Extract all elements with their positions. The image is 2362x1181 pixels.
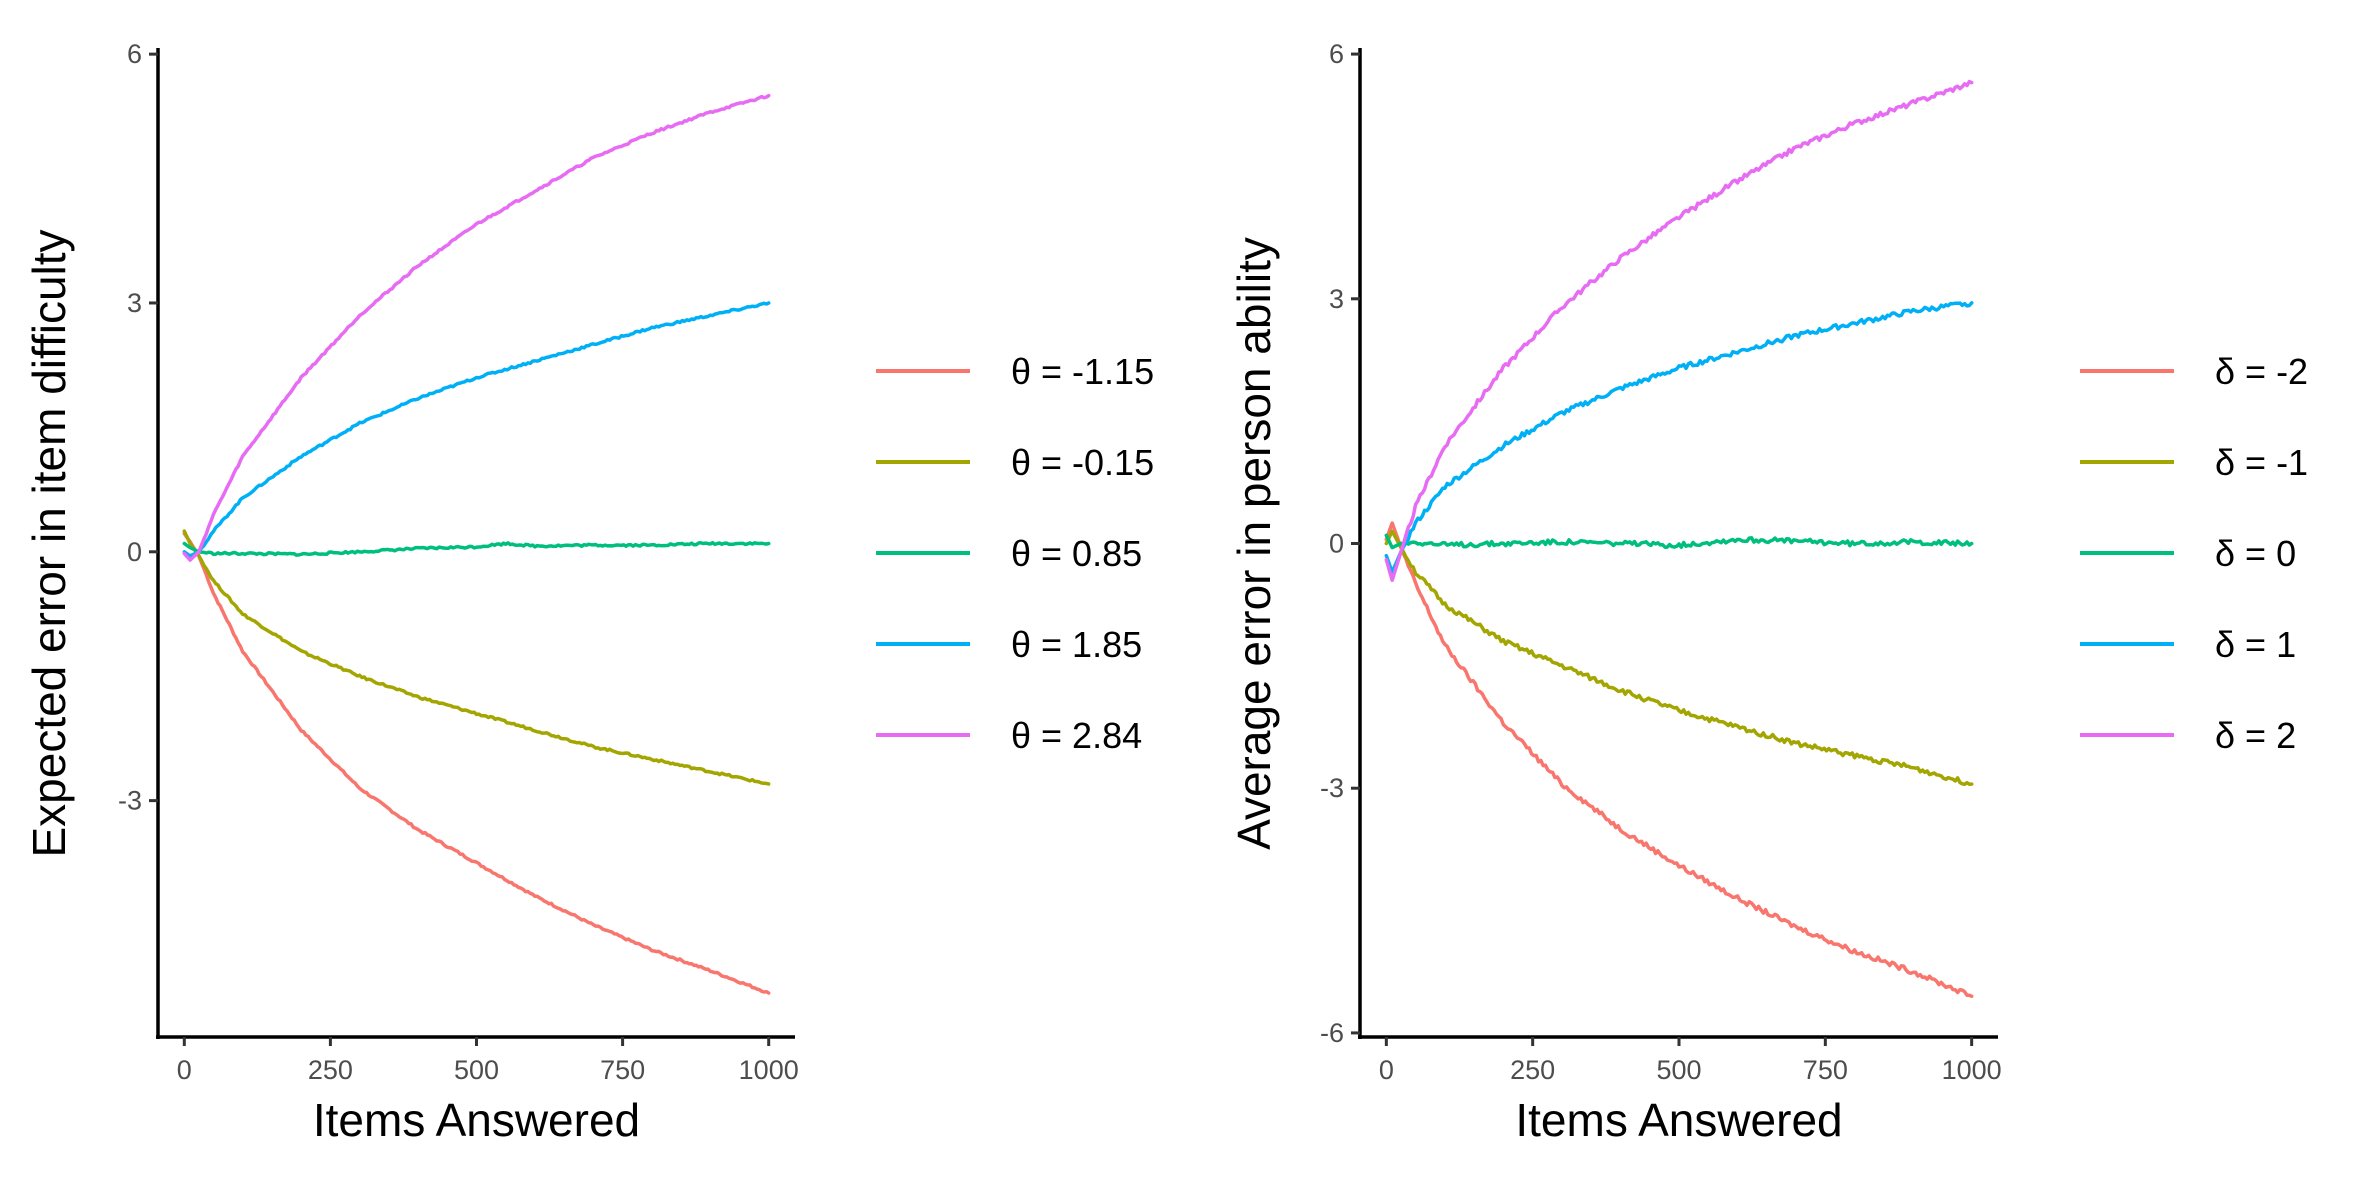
legend-item: θ = -1.15 bbox=[876, 351, 1154, 392]
legend-label: δ = -1 bbox=[2215, 442, 2308, 483]
x-tick-label: 750 bbox=[600, 1055, 645, 1085]
legend-label: δ = 2 bbox=[2215, 715, 2296, 756]
x-tick-label: 750 bbox=[1803, 1055, 1848, 1085]
x-tick-label: 0 bbox=[177, 1055, 192, 1085]
series-line-3 bbox=[1384, 533, 1974, 550]
legend-label: θ = 1.85 bbox=[1011, 624, 1142, 665]
legend-item: δ = 0 bbox=[2080, 533, 2296, 574]
right-chart-panel: -6 -3 0 3 6 0 250 500 750 1000 Items Answered Avera… bbox=[1228, 39, 2308, 1146]
legend-label: θ = 0.85 bbox=[1011, 533, 1142, 574]
series-line-5 bbox=[1384, 79, 1974, 582]
series-line-2 bbox=[1384, 529, 1974, 787]
y-tick-label: 3 bbox=[127, 288, 142, 318]
y-tick-label: 3 bbox=[1329, 284, 1344, 314]
legend-label: θ = -1.15 bbox=[1011, 351, 1154, 392]
legend-item: δ = -1 bbox=[2080, 442, 2308, 483]
legend: θ = -1.15 θ = -0.15 θ = 0.85 θ = 1.85 θ = 2.… bbox=[876, 351, 1154, 756]
x-tick-label: 1000 bbox=[739, 1055, 799, 1085]
left-chart-panel: -3 0 3 6 0 250 500 750 1000 Items Answered Expecte… bbox=[23, 39, 1154, 1146]
series-line-5 bbox=[182, 93, 771, 562]
y-tick-label: -6 bbox=[1320, 1018, 1344, 1048]
x-tick-label: 0 bbox=[1379, 1055, 1394, 1085]
y-tick-label: 0 bbox=[127, 537, 142, 567]
x-tick-label: 250 bbox=[1510, 1055, 1555, 1085]
x-tick-label: 500 bbox=[1656, 1055, 1701, 1085]
legend-label: δ = -2 bbox=[2215, 351, 2308, 392]
series-line-4 bbox=[1384, 301, 1974, 574]
legend-item: δ = -2 bbox=[2080, 351, 2308, 392]
y-axis-title: Average error in person ability bbox=[1228, 237, 1280, 850]
x-axis-title: Items Answered bbox=[313, 1094, 640, 1146]
legend-item: θ = -0.15 bbox=[876, 442, 1154, 483]
legend-item: θ = 1.85 bbox=[876, 624, 1142, 665]
series-line-2 bbox=[182, 529, 771, 786]
series-line-3 bbox=[182, 540, 771, 557]
series-line-4 bbox=[182, 301, 771, 558]
y-tick-label: 6 bbox=[127, 39, 142, 69]
x-tick-label: 1000 bbox=[1942, 1055, 2002, 1085]
y-tick-label: 6 bbox=[1329, 39, 1344, 69]
series-line-1 bbox=[182, 531, 771, 995]
legend-item: θ = 0.85 bbox=[876, 533, 1142, 574]
y-axis-title: Expected error in item difficulty bbox=[23, 229, 75, 857]
y-tick-label: -3 bbox=[118, 786, 142, 816]
y-tick-label: 0 bbox=[1329, 529, 1344, 559]
legend-label: δ = 0 bbox=[2215, 533, 2296, 574]
x-tick-label: 250 bbox=[308, 1055, 353, 1085]
legend-item: θ = 2.84 bbox=[876, 715, 1142, 756]
legend-item: δ = 1 bbox=[2080, 624, 2296, 665]
legend-label: δ = 1 bbox=[2215, 624, 2296, 665]
x-axis-title: Items Answered bbox=[1515, 1094, 1842, 1146]
legend-label: θ = 2.84 bbox=[1011, 715, 1142, 756]
y-tick-label: -3 bbox=[1320, 773, 1344, 803]
legend: δ = -2 δ = -1 δ = 0 δ = 1 δ = 2 bbox=[2080, 351, 2308, 756]
legend-item: δ = 2 bbox=[2080, 715, 2296, 756]
x-tick-label: 500 bbox=[454, 1055, 499, 1085]
legend-label: θ = -0.15 bbox=[1011, 442, 1154, 483]
series-line-1 bbox=[1384, 521, 1974, 998]
